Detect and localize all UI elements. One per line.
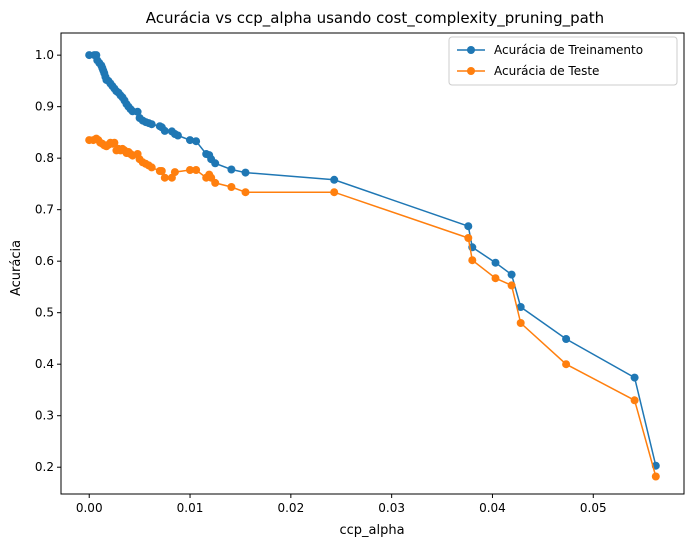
y-axis-label: Acurácia	[9, 240, 24, 296]
y-tick-label: 0.2	[35, 460, 54, 474]
data-point	[241, 188, 250, 197]
data-point	[186, 166, 194, 174]
y-tick-label: 0.6	[35, 254, 54, 268]
y-tick-label: 0.3	[35, 409, 54, 423]
data-point	[110, 138, 119, 147]
series-0	[85, 51, 660, 470]
legend-marker	[467, 67, 475, 75]
data-point	[516, 303, 525, 311]
y-tick-label: 1.0	[35, 48, 54, 62]
data-point	[147, 120, 156, 129]
data-point	[227, 165, 236, 174]
plot-area	[60, 32, 685, 495]
data-point	[192, 137, 201, 146]
legend-box	[448, 36, 678, 86]
data-point	[227, 183, 236, 191]
data-point	[173, 131, 182, 140]
data-point	[651, 472, 660, 481]
y-tick-label: 0.4	[35, 357, 54, 371]
data-point	[464, 222, 473, 231]
data-point	[330, 175, 339, 184]
data-point	[516, 319, 525, 327]
data-point	[157, 167, 166, 175]
plot-frame	[60, 32, 685, 495]
data-point	[507, 281, 516, 290]
data-point	[330, 188, 339, 197]
data-point	[133, 107, 142, 116]
y-tick-label: 0.5	[35, 306, 54, 320]
data-point	[562, 335, 571, 343]
chart-title: Acurácia vs ccp_alpha usando cost_comple…	[146, 9, 604, 28]
data-point	[562, 360, 571, 369]
data-point	[630, 373, 639, 382]
data-point	[464, 234, 473, 242]
legend-label: Acurácia de Treinamento	[494, 43, 643, 57]
x-tick-label: 0.04	[479, 501, 506, 515]
x-axis: 0.00 0.01 0.02 0.03 0.04 0.05	[76, 494, 607, 515]
data-point	[147, 163, 156, 172]
series-layer	[85, 51, 660, 481]
x-tick-label: 0.01	[177, 501, 204, 515]
data-point	[211, 178, 220, 187]
legend-label: Acurácia de Teste	[494, 64, 599, 78]
y-tick-label: 0.8	[35, 151, 54, 165]
data-point	[160, 173, 169, 182]
data-point	[630, 396, 639, 405]
x-axis-label: ccp_alpha	[339, 523, 404, 538]
data-point	[241, 168, 250, 177]
data-point	[186, 136, 194, 145]
y-axis: 0.2 0.3 0.4 0.5 0.6 0.7 0.8 0.9 1.0	[35, 48, 61, 474]
data-point	[491, 258, 500, 267]
data-point	[507, 270, 516, 279]
y-tick-label: 0.9	[35, 100, 54, 114]
data-point	[160, 126, 169, 135]
x-tick-label: 0.02	[277, 501, 304, 515]
data-point	[468, 256, 477, 265]
series-1	[85, 134, 660, 481]
legend-marker	[467, 46, 475, 54]
data-point	[211, 159, 220, 168]
legend: Acurácia de Treinamento Acurácia de Teste	[448, 36, 678, 86]
x-tick-label: 0.00	[76, 501, 103, 515]
data-point	[491, 274, 500, 283]
x-tick-label: 0.03	[378, 501, 405, 515]
y-tick-label: 0.7	[35, 203, 54, 217]
x-tick-label: 0.05	[580, 501, 607, 515]
data-point	[192, 166, 201, 174]
data-point	[170, 168, 179, 177]
